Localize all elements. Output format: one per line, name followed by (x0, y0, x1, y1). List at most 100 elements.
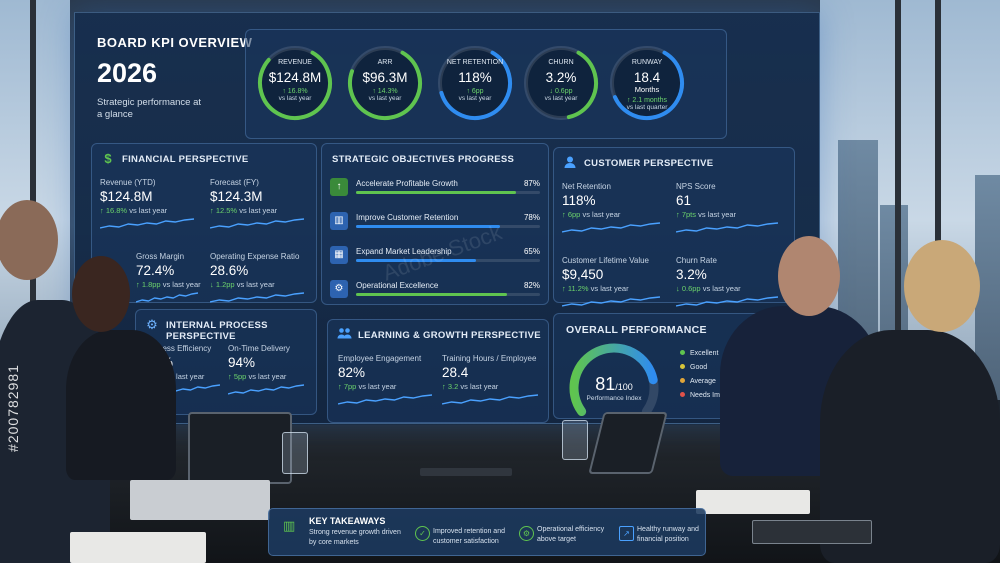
metric-value: 28.4 (442, 365, 469, 380)
kpi-ring-arc (348, 46, 422, 120)
metric-value: 61 (676, 193, 692, 208)
kpi-ring-2: ARR $96.3M ↑ 14.3% vs last year (346, 44, 424, 122)
kpi-unit: Months (634, 85, 660, 94)
metric-comparison: vs last year (166, 372, 205, 381)
metric: Gross Margin 72.4% ↑ 1.8pp vs last year (136, 252, 204, 305)
metric-label: Net Retention (562, 182, 611, 191)
metric-comparison: vs last year (162, 280, 201, 289)
metric-change: ↑ 7pts (676, 210, 697, 219)
metric-comparison: vs last year (236, 280, 275, 289)
kpi-ring-arc (524, 46, 598, 120)
metric-label: NPS Score (676, 182, 716, 191)
sparkline (338, 394, 432, 405)
key-takeaways-bar: ▥ KEY TAKEAWAYS Strong revenue growth dr… (268, 508, 706, 556)
kpi-summary-panel: REVENUE $124.8M ↑ 16.8% vs last year ARR $96.… (245, 29, 727, 139)
objective-progress-fill (356, 191, 517, 194)
takeaway-item: Healthy runway and financial position (637, 526, 699, 543)
kpi-ring-arc (610, 46, 684, 120)
metric-change: ↑ 11.2% (562, 284, 589, 293)
metric: Operating Expense Ratio 28.6% ↓ 1.2pp vs l… (210, 252, 310, 305)
kpi-ring-1: REVENUE $124.8M ↑ 16.8% vs last year (256, 44, 334, 122)
metric-value: 118% (562, 193, 596, 208)
objective-row: ⚙ Operational Excellence 82% (330, 280, 540, 302)
takeaway-item: Improved retention and customer satisfac… (433, 528, 505, 545)
metric-change: ↑ 16.8% (100, 206, 128, 215)
kpi-ring-4: CHURN 3.2% ↓ 0.6pp vs last year (522, 44, 600, 122)
takeaway-item: Operational efficiency above target (537, 526, 605, 543)
metric: Customer Lifetime Value $9,450 ↑ 11.2% vs … (562, 256, 666, 309)
metric-comparison: vs last year (582, 210, 621, 219)
objective-row: ▥ Improve Customer Retention 78% (330, 212, 540, 234)
objective-row: ↑ Accelerate Profitable Growth 87% (330, 178, 540, 200)
metric-comparison: vs last year (590, 284, 629, 293)
metric-value: $9,450 (562, 267, 604, 282)
metric-label: Forecast (FY) (210, 178, 259, 187)
growth-icon: ↑ (330, 178, 348, 196)
tablet-on-table (420, 468, 512, 476)
water-glass (282, 432, 308, 474)
metric-change: ↑ 7pp (338, 382, 357, 391)
person-woman-left (66, 330, 176, 480)
performance-gauge (569, 343, 659, 416)
stock-image-id: #200782981 (5, 364, 21, 452)
metric: NPS Score 61 ↑ 7pts vs last year (676, 182, 784, 235)
objective-progress-track (356, 225, 540, 228)
chart-icon: ▥ (330, 212, 348, 230)
dollar-icon: $ (104, 151, 112, 166)
kpi-comparison: vs last year (368, 95, 402, 102)
sparkline (562, 222, 660, 233)
objective-progress-track (356, 191, 540, 194)
legend-label: Excellent (690, 350, 719, 357)
bar-chart-icon: ▥ (283, 518, 296, 533)
metric-comparison: vs last year (460, 382, 499, 391)
metric-label: Gross Margin (136, 252, 185, 261)
internal-process-title: INTERNAL PROCESS PERSPECTIVE (166, 320, 268, 342)
strategic-objectives-title: STRATEGIC OBJECTIVES PROGRESS (332, 154, 515, 165)
customer-perspective-panel: CUSTOMER PERSPECTIVE Net Retention 118% ↑ … (553, 147, 795, 307)
person-woman-left-head (72, 256, 130, 332)
window-mullion (935, 0, 941, 400)
legend-dot (680, 364, 685, 369)
objective-label: Improve Customer Retention (356, 213, 459, 222)
learning-growth-panel: LEARNING & GROWTH PERSPECTIVE Employee E… (327, 319, 549, 423)
legend-dot (680, 378, 685, 383)
dashboard-title-block: BOARD KPI OVERVIEW 2026 Strategic perfor… (97, 35, 252, 121)
metric: Net Retention 118% ↑ 6pp vs last year (562, 182, 666, 235)
sparkline (562, 296, 660, 307)
metric-label: Revenue (YTD) (100, 178, 156, 187)
people-icon (336, 327, 352, 343)
kpi-label: RUNWAY (631, 59, 663, 66)
sparkline (676, 296, 778, 307)
kpi-label: REVENUE (278, 59, 312, 66)
kpi-label: NET RETENTION (446, 59, 504, 66)
metric: Churn Rate 3.2% ↓ 0.6pp vs last year (676, 256, 784, 309)
metric-comparison: vs last year (702, 284, 741, 293)
kpi-ring-arc (258, 46, 332, 120)
kpi-label: ARR (377, 59, 393, 66)
kpi-comparison: vs last year (458, 95, 492, 102)
legend-label: Average (690, 378, 716, 385)
user-icon (562, 155, 578, 171)
kpi-value: 118% (458, 70, 492, 85)
strategic-objectives-panel: STRATEGIC OBJECTIVES PROGRESS ↑ Accelerat… (321, 143, 549, 305)
sparkline (100, 218, 194, 229)
objective-label: Expand Market Leadership (356, 247, 452, 256)
kpi-ring-arc (438, 46, 512, 120)
performance-caption: Performance Index (586, 395, 642, 402)
metric-change: ↑ 3.2 (442, 382, 459, 391)
learning-growth-title: LEARNING & GROWTH PERSPECTIVE (358, 330, 541, 341)
building-icon: ▦ (330, 246, 348, 264)
kpi-dashboard-screen: BOARD KPI OVERVIEW 2026 Strategic perfor… (74, 12, 820, 424)
kpi-value: 18.4 (633, 70, 661, 85)
metric-change: ↓ 0.6pp (676, 284, 701, 293)
gear-icon: ⚙ (519, 526, 534, 541)
objective-label: Operational Excellence (356, 281, 439, 290)
customer-perspective-title: CUSTOMER PERSPECTIVE (584, 158, 714, 169)
metric-comparison: vs last year (358, 382, 397, 391)
kpi-ring-5: RUNWAY 18.4 Months ↑ 2.1 months vs last quar… (608, 44, 686, 122)
kpi-change: ↑ 14.3% (372, 88, 398, 95)
financial-perspective-title: FINANCIAL PERSPECTIVE (122, 154, 249, 165)
metric: Training Hours / Employee 28.4 ↑ 3.2 vs la… (442, 354, 544, 407)
legend-dot (680, 392, 685, 397)
sparkline (210, 218, 304, 229)
